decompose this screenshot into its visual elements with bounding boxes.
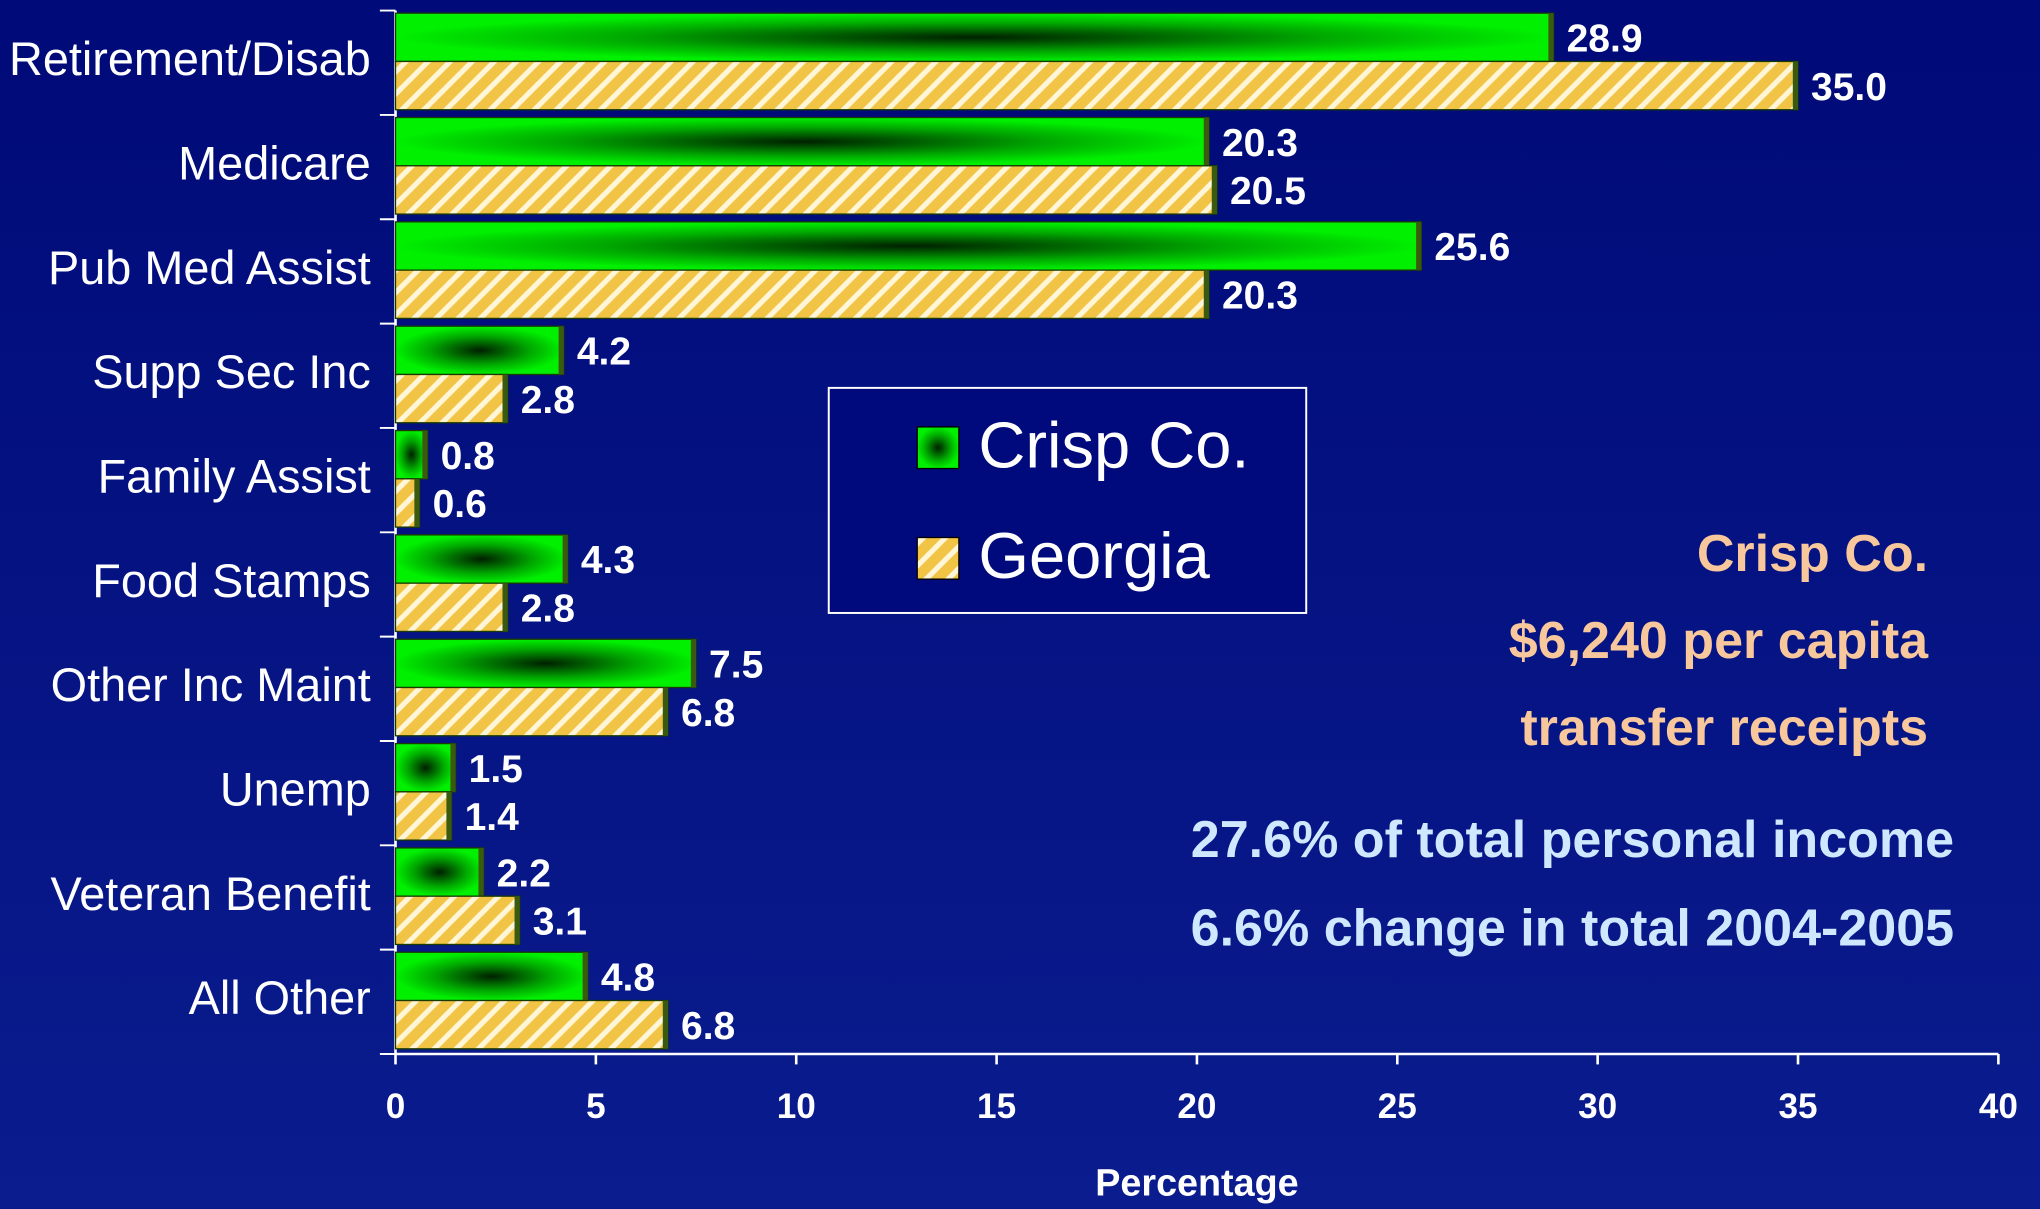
- x-tick-label: 30: [1578, 1087, 1617, 1126]
- bar-edge: [558, 326, 564, 375]
- annotation: Crisp Co.: [1697, 525, 1928, 583]
- value-label: 1.4: [465, 796, 520, 839]
- value-label: 4.8: [601, 957, 655, 1000]
- value-label: 1.5: [469, 748, 523, 791]
- bar: [394, 791, 453, 841]
- bar-edge: [1211, 165, 1217, 215]
- bar: [394, 895, 521, 946]
- value-label: 2.8: [521, 588, 575, 631]
- annotation: $6,240 per capita: [1509, 612, 1929, 670]
- x-tick-label: 40: [1979, 1087, 2018, 1126]
- bar: [394, 638, 697, 689]
- value-label: 2.8: [521, 379, 575, 422]
- x-tick-label: 20: [1177, 1087, 1216, 1126]
- bar: [394, 116, 1210, 167]
- x-tick-label: 15: [977, 1087, 1016, 1126]
- value-label: 0.8: [441, 435, 495, 478]
- bar: [394, 582, 509, 633]
- bar-edge: [582, 952, 588, 1001]
- bar: [394, 221, 1422, 271]
- value-label: 20.3: [1222, 274, 1298, 317]
- legend-box: [827, 386, 1308, 614]
- bar-edge: [1416, 221, 1422, 271]
- bar: [394, 60, 1799, 111]
- annotation: 27.6% of total personal income: [1191, 811, 1954, 869]
- bar: [394, 742, 457, 793]
- value-label: 6.8: [681, 692, 735, 735]
- bar: [394, 165, 1218, 215]
- category-label: Other Inc Maint: [51, 659, 371, 711]
- value-label: 6.8: [681, 1005, 735, 1048]
- bar-edge: [562, 534, 568, 584]
- bar: [394, 534, 569, 584]
- bar-edge: [502, 374, 508, 423]
- value-label: 25.6: [1434, 226, 1510, 269]
- legend-label: Georgia: [978, 519, 1210, 592]
- bar-edge: [1792, 61, 1799, 110]
- category-label: Veteran Benefit: [51, 868, 371, 920]
- bar-edge: [446, 791, 452, 841]
- bar-edge: [1548, 13, 1554, 62]
- value-label: 35.0: [1811, 66, 1887, 109]
- value-label: 20.3: [1222, 122, 1298, 165]
- value-label: 3.1: [533, 901, 587, 944]
- bar-edge: [1203, 117, 1209, 166]
- category-label: Medicare: [178, 137, 371, 189]
- bar-edge: [422, 430, 428, 479]
- category-label: Pub Med Assist: [48, 242, 371, 294]
- annotation: 6.6% change in total 2004-2005: [1191, 899, 1954, 957]
- value-label: 20.5: [1230, 170, 1306, 213]
- bar-edge: [514, 896, 520, 945]
- value-label: 0.6: [433, 483, 487, 526]
- bar-edge: [414, 478, 420, 528]
- bar-edge: [478, 847, 484, 897]
- bar: [394, 269, 1210, 320]
- bar-edge: [690, 639, 697, 688]
- annotation: transfer receipts: [1520, 699, 1928, 757]
- value-label: 4.3: [581, 539, 635, 582]
- bar: [394, 686, 669, 737]
- bar: [394, 847, 485, 897]
- x-tick-label: 25: [1378, 1087, 1417, 1126]
- bar-edge: [502, 583, 508, 632]
- legend-swatch: [916, 426, 960, 470]
- legend-label: Crisp Co.: [978, 409, 1249, 482]
- category-label: Retirement/Disab: [9, 33, 371, 85]
- value-label: 2.2: [497, 852, 551, 895]
- x-tick-label: 5: [586, 1087, 606, 1126]
- x-axis-label: Percentage: [1095, 1161, 1298, 1203]
- x-tick-label: 0: [386, 1087, 406, 1126]
- bar: [394, 325, 565, 376]
- value-label: 28.9: [1567, 18, 1643, 61]
- bar: [394, 951, 589, 1002]
- category-label: Supp Sec Inc: [92, 346, 371, 398]
- legend-swatch: [916, 536, 960, 580]
- category-label: Family Assist: [98, 450, 371, 502]
- category-label: Unemp: [220, 764, 371, 816]
- value-label: 4.2: [577, 331, 631, 374]
- bar-edge: [450, 743, 456, 792]
- bar-edge: [662, 687, 668, 736]
- category-label: Food Stamps: [92, 555, 370, 607]
- x-tick-label: 35: [1778, 1087, 1817, 1126]
- x-tick-label: 10: [777, 1087, 816, 1126]
- bar: [394, 373, 509, 424]
- bar: [394, 999, 669, 1050]
- value-label: 7.5: [709, 644, 763, 687]
- bar-edge: [662, 1000, 668, 1049]
- category-label: All Other: [189, 972, 371, 1024]
- bar: [394, 12, 1555, 63]
- bar-edge: [1203, 270, 1209, 319]
